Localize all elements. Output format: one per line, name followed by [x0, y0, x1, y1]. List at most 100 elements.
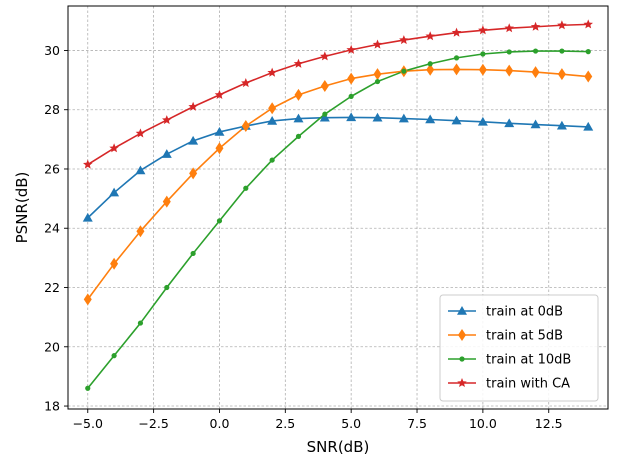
x-axis-label: SNR(dB) [307, 438, 370, 456]
data-point [135, 165, 146, 175]
data-point [295, 133, 302, 139]
x-tick-label: 0.0 [210, 416, 230, 431]
legend-marker [458, 329, 466, 341]
data-point [506, 49, 512, 55]
legend-marker [457, 306, 467, 315]
data-point [346, 112, 357, 122]
data-point [241, 120, 250, 133]
data-point [135, 128, 146, 138]
series-line-0 [87, 116, 589, 219]
data-point [399, 35, 409, 45]
data-point [583, 19, 593, 29]
x-tick-label: 12.5 [535, 416, 563, 431]
y-tick-label: 30 [44, 43, 60, 58]
legend-marker [459, 356, 465, 362]
x-tick-label: 5.0 [341, 416, 361, 431]
data-point [585, 49, 591, 55]
data-point [348, 93, 354, 99]
data-point [398, 113, 409, 123]
data-point [83, 159, 93, 169]
data-point [268, 102, 277, 115]
data-point [293, 113, 304, 123]
data-point [162, 195, 171, 208]
data-point [557, 20, 567, 30]
series-lines [87, 23, 589, 389]
data-point [161, 149, 172, 158]
data-point [110, 257, 119, 270]
x-axis: −5.0 −2.5 0.0 2.5 5.0 7.5 10.0 12.5 [73, 409, 563, 431]
data-point [401, 68, 407, 74]
data-point [584, 70, 593, 83]
data-point [188, 135, 199, 145]
data-point [531, 66, 540, 79]
data-point [293, 58, 304, 68]
legend-label: train with CA [486, 377, 570, 392]
data-point [109, 143, 119, 153]
data-point [453, 55, 460, 61]
data-point [532, 48, 539, 54]
data-point [162, 115, 172, 125]
y-tick-label: 24 [44, 221, 60, 236]
data-point [427, 61, 433, 67]
data-point [164, 284, 170, 291]
data-point [451, 27, 462, 37]
legend: train at 0dB train at 5dB train at 10dB tra… [439, 294, 599, 402]
data-point [243, 185, 249, 191]
data-point [583, 121, 594, 131]
series-line-1 [87, 68, 589, 300]
data-point [530, 119, 541, 129]
series-line-2 [87, 50, 589, 389]
data-point [189, 167, 198, 180]
x-tick-label: −5.0 [73, 416, 103, 431]
data-point [557, 68, 566, 81]
plot-frame [67, 5, 609, 410]
y-tick-label: 28 [44, 102, 60, 117]
data-point [215, 142, 224, 155]
legend-marker [457, 378, 467, 388]
data-point [320, 80, 329, 93]
data-point [82, 212, 93, 222]
data-point [372, 39, 383, 49]
data-point [85, 385, 91, 391]
x-tick-label: −2.5 [138, 416, 168, 431]
data-point [214, 89, 225, 99]
data-point [530, 21, 541, 31]
data-point [451, 115, 462, 125]
data-point [267, 67, 277, 77]
series-line-3 [87, 23, 589, 166]
data-point [137, 320, 144, 326]
data-point [346, 44, 356, 54]
data-point [83, 293, 92, 306]
legend-box [439, 294, 599, 402]
data-point [504, 118, 515, 128]
data-point [452, 63, 461, 76]
data-point [347, 72, 356, 85]
legend-label: train at 10dB [486, 353, 571, 368]
data-point [556, 120, 567, 130]
data-point [373, 68, 382, 81]
data-point [111, 353, 117, 359]
data-point [190, 250, 196, 257]
legend-label: train at 0dB [486, 305, 563, 320]
x-tick-label: 7.5 [407, 416, 427, 431]
data-point [319, 112, 330, 122]
x-tick-label: 10.0 [469, 416, 497, 431]
data-point [480, 51, 486, 57]
data-point [372, 112, 383, 122]
series-markers [82, 19, 594, 391]
y-tick-label: 26 [44, 161, 60, 176]
data-point [322, 111, 328, 117]
data-point [425, 31, 435, 41]
data-point [294, 88, 303, 101]
data-point [109, 187, 120, 197]
x-tick-label: 2.5 [275, 416, 295, 431]
y-axis-label: PSNR(dB) [13, 172, 31, 244]
legend-label: train at 5dB [486, 329, 563, 344]
data-point [320, 51, 330, 61]
y-tick-label: 20 [44, 339, 60, 354]
grid-lines [68, 6, 608, 409]
data-point [216, 218, 223, 224]
data-point [374, 78, 381, 85]
data-point [214, 126, 225, 136]
